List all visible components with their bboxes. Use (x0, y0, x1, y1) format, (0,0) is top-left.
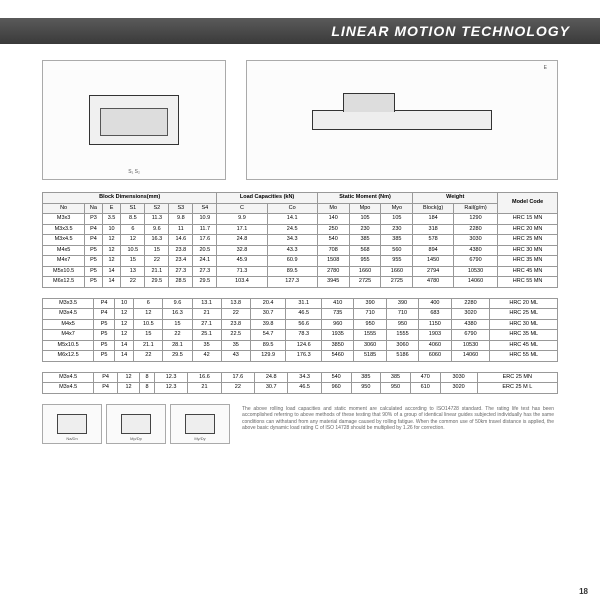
table-row: M4x5P51210.51527.123.839.856.69609509501… (43, 319, 558, 330)
diagram-rail-top: E (246, 60, 558, 180)
mini-diagram-my: My/Dy (170, 404, 230, 444)
table-row: M4x7P512152225.122.554.778.3193515551555… (43, 330, 558, 341)
mini-diagram-mp: Mp/Dp (106, 404, 166, 444)
technical-diagrams: S₁ S₂ E (42, 60, 558, 180)
table-row: M6x12.5P5142229.54243129.9176.3546051855… (43, 351, 558, 362)
table-row: M6x12.5P5142229.528.529.5103.4127.339452… (43, 277, 558, 288)
table-row: M4x5P51210.51523.820.532.843.37085685608… (43, 245, 558, 256)
page-number: 18 (579, 587, 588, 596)
page-title: LINEAR MOTION TECHNOLOGY (331, 23, 570, 39)
page-content: S₁ S₂ E Block Dimensions(mm)Load Capacit… (42, 60, 558, 590)
mini-diagram-na: Na/Dn (42, 404, 102, 444)
diagram-block-side: S₁ S₂ (42, 60, 226, 180)
block-drawing (89, 95, 179, 145)
table-row: M5x10.5P51421.128.1353589.5124.638503060… (43, 340, 558, 351)
table-row: M3x3.5P41069.613.113.820.431.14103903904… (43, 298, 558, 309)
header-bar: LINEAR MOTION TECHNOLOGY (0, 18, 600, 44)
disclaimer-text: The above rolling load capacities and st… (238, 404, 558, 434)
spec-table-erc: M3x4.5P412812.316.617.624.834.3540385385… (42, 372, 558, 394)
table-row: M4x7P512152223.424.145.960.9150895595514… (43, 256, 558, 267)
dim-label: E (544, 65, 547, 71)
rail-drawing (312, 110, 492, 130)
table-row: M5x10.5P5141321.127.327.371.389.52780166… (43, 266, 558, 277)
table-row: M3x4.5P4121216.3212230.746.5735710710683… (43, 309, 558, 320)
footer-row: Na/Dn Mp/Dp My/Dy The above rolling load… (42, 404, 558, 444)
moment-diagrams: Na/Dn Mp/Dp My/Dy (42, 404, 230, 444)
table-row: M3x4.5P4121216.314.617.624.834.354038538… (43, 235, 558, 246)
spec-table-ml: M3x3.5P41069.613.113.820.431.14103903904… (42, 298, 558, 362)
table-row: M3x4.5P412812.316.617.624.834.3540385385… (43, 372, 558, 383)
table-row: M3x3P33.58.511.39.810.99.914.11401051051… (43, 214, 558, 225)
dim-label: S₁ S₂ (128, 169, 140, 175)
spec-table-mn: Block Dimensions(mm)Load Capacities (kN)… (42, 192, 558, 288)
table-row: M3x4.5P412812.3212230.746.59609509506103… (43, 383, 558, 394)
table-row: M3x3.5P41069.61111.717.124.5250230230318… (43, 224, 558, 235)
